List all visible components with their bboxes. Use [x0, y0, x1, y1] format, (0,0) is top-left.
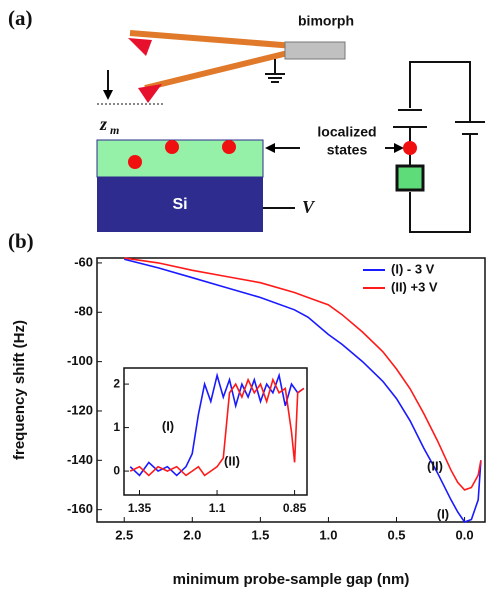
si-label: Si: [172, 196, 187, 213]
plot-frame: [123, 367, 308, 496]
state: [128, 155, 142, 169]
tip: [138, 84, 162, 103]
states-label: states: [327, 142, 368, 158]
x-tick-label: 0.5: [387, 527, 405, 542]
state: [403, 141, 417, 155]
annotation: (II): [427, 458, 443, 473]
x-tick-label: 0.85: [283, 501, 307, 515]
annotation: (I): [437, 506, 449, 521]
tip: [128, 38, 152, 56]
x-tick-label: 1.1: [209, 501, 226, 515]
series-line: [124, 258, 482, 523]
legend-label: (I) - 3 V: [391, 261, 435, 276]
zm-subscript: m: [110, 123, 119, 137]
y-tick-label: -120: [67, 402, 93, 417]
x-tick-label: 1.35: [128, 501, 152, 515]
states-label: localized: [317, 124, 376, 140]
state: [222, 140, 236, 154]
zm-symbol: z: [99, 114, 107, 134]
oxide-block: [395, 164, 425, 192]
arrow: [103, 70, 113, 100]
x-axis-title: minimum probe-sample gap (nm): [173, 571, 410, 588]
y-tick-label: -100: [67, 353, 93, 368]
annotation: (I): [162, 418, 174, 433]
circuit: [393, 61, 485, 233]
panel-label: (a): [8, 6, 33, 30]
x-tick-label: 1.5: [251, 527, 269, 542]
si-substrate: [97, 177, 263, 232]
series-line: [129, 377, 305, 477]
annotation: (II): [224, 453, 240, 468]
x-tick-label: 2.0: [183, 527, 201, 542]
oxide-layer: [96, 139, 264, 178]
panel-label: (b): [8, 229, 34, 253]
y-tick-label: -80: [74, 304, 93, 319]
y-axis-title: frequency shift (Hz): [11, 320, 28, 460]
y-tick-label: 0: [113, 463, 120, 477]
arrow: [385, 143, 404, 153]
x-tick-label: 2.5: [115, 527, 133, 542]
y-tick-label: -140: [67, 452, 93, 467]
ground: [265, 59, 285, 83]
cantilever: [144, 47, 301, 91]
voltage-label: V: [302, 197, 316, 217]
bimorph-label: bimorph: [298, 13, 354, 29]
y-tick-label: 2: [113, 376, 120, 390]
y-tick-label: -160: [67, 501, 93, 516]
y-tick-label: -60: [74, 254, 93, 269]
x-tick-label: 0.0: [456, 527, 474, 542]
x-tick-label: 1.0: [319, 527, 337, 542]
y-tick-label: 1: [113, 420, 120, 434]
arrow: [265, 143, 300, 153]
legend-label: (II) +3 V: [391, 279, 438, 294]
state: [165, 140, 179, 154]
bimorph: [284, 41, 346, 60]
series-line: [124, 257, 482, 491]
